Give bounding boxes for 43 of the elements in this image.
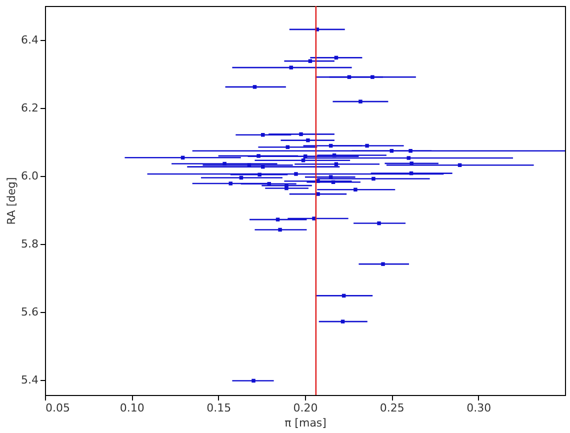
point (289, 66, 294, 70)
point (347, 75, 352, 79)
y-tick-label: 5.6 (21, 306, 38, 319)
y-tick-label: 6.2 (21, 102, 38, 115)
point (381, 262, 385, 266)
point (328, 175, 333, 179)
x-tick-label: 0.20 (293, 402, 318, 414)
y-axis-title: RA [deg] (5, 177, 18, 225)
point (276, 218, 280, 222)
x-tick-label: 0.15 (206, 402, 232, 414)
point (258, 172, 262, 177)
x-tick-label: 0.25 (380, 402, 404, 414)
point (278, 228, 282, 232)
point (256, 154, 260, 158)
point (340, 320, 345, 324)
point (294, 172, 298, 176)
point (372, 176, 376, 181)
y-tick-label: 5.4 (21, 374, 38, 387)
point (406, 156, 411, 160)
point (334, 162, 338, 166)
point (228, 182, 233, 186)
point (252, 85, 257, 89)
point (358, 100, 362, 104)
point (306, 138, 310, 142)
point (222, 162, 226, 166)
point (377, 221, 381, 226)
point (408, 148, 412, 153)
point (286, 145, 290, 149)
point (370, 75, 374, 79)
point (261, 133, 265, 137)
point (354, 188, 358, 192)
y-tick-label: 6.0 (21, 170, 38, 183)
point (365, 144, 369, 148)
point (299, 132, 303, 136)
x-tick-label: 0.30 (466, 402, 492, 414)
point (308, 59, 312, 63)
x-axis-title: π [mas] (284, 416, 326, 430)
y-tick-label: 6.4 (21, 34, 38, 47)
x-tick-label: 0.10 (120, 402, 144, 414)
point (284, 186, 288, 190)
point (252, 378, 256, 383)
y-tick-label: 5.8 (21, 238, 38, 251)
x-tick-label: 0.05 (46, 402, 70, 414)
